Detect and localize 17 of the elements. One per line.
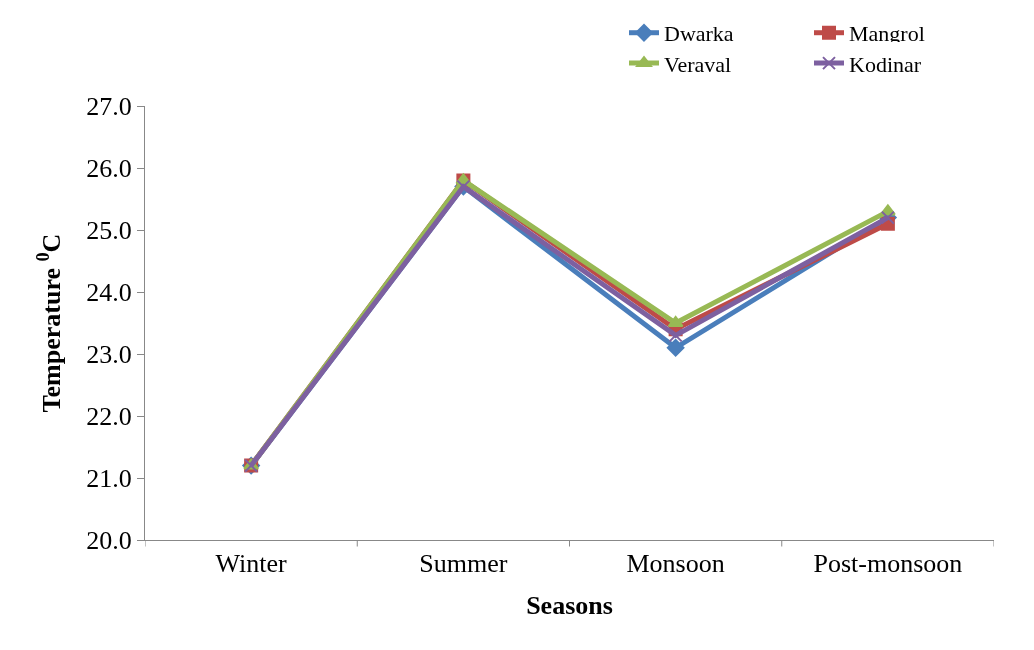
y-tick-label: 23.0	[86, 340, 132, 370]
x-tick-label: Winter	[215, 549, 288, 579]
y-tick-label: 26.0	[86, 154, 132, 184]
x-axis-title: Seasons	[526, 590, 613, 620]
legend-label: Kodinar	[849, 51, 922, 77]
x-tick-label: Post-monsoon	[813, 549, 963, 579]
x-tick-label: Monsoon	[626, 549, 725, 579]
legend-label: Veraval	[664, 51, 732, 77]
y-tick-label: 21.0	[86, 464, 132, 494]
x-tick-label: Summer	[419, 549, 508, 579]
y-tick-label: 24.0	[86, 278, 132, 308]
y-tick-label: 25.0	[86, 216, 132, 246]
legend-label: Mangrol	[849, 21, 925, 47]
y-tick-label: 27.0	[86, 92, 132, 122]
legend-label: Dwarka	[664, 21, 734, 47]
y-tick-label: 22.0	[86, 402, 132, 432]
y-tick-label: 20.0	[86, 526, 132, 556]
